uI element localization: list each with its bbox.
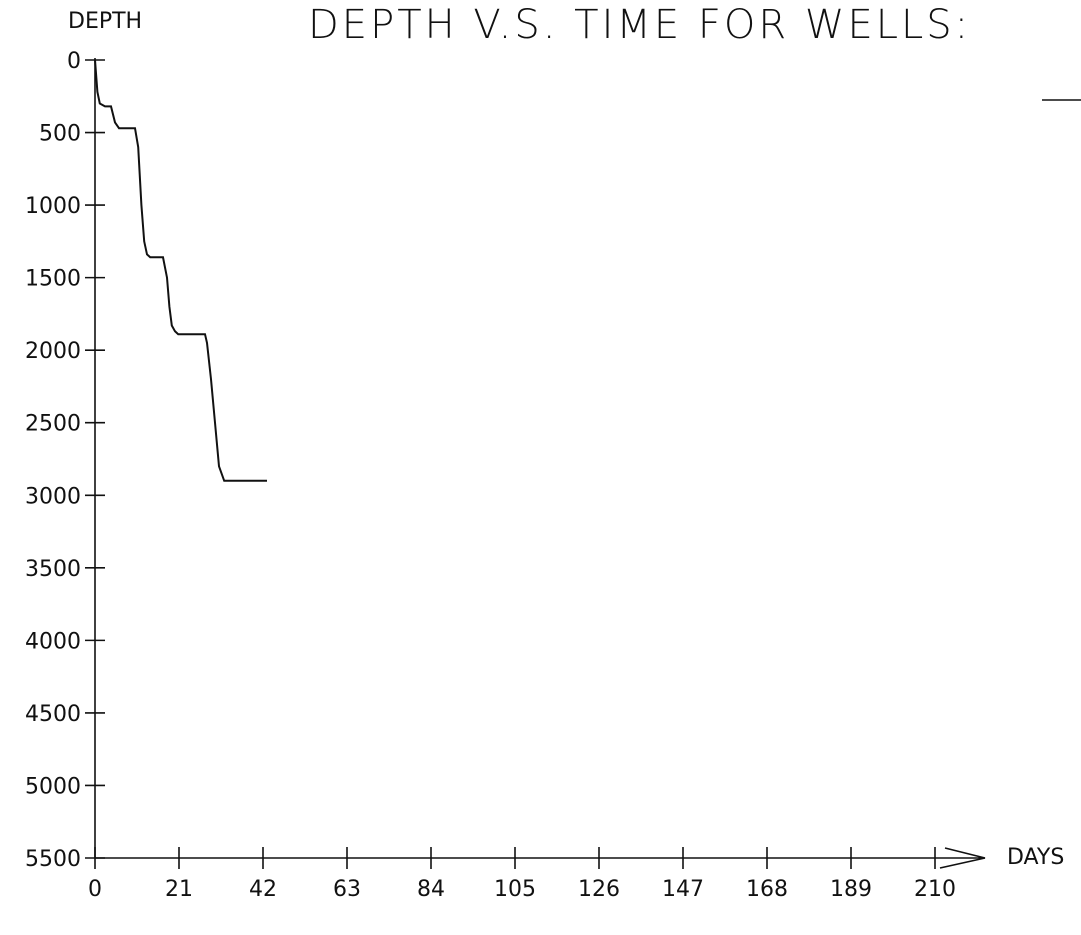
x-tick-label: 84: [417, 877, 445, 902]
x-axis-label: DAYS: [1007, 845, 1064, 870]
x-tick-label: 189: [830, 877, 872, 902]
y-axis-label: DEPTH: [68, 9, 142, 34]
y-tick-label: 3000: [25, 484, 81, 509]
x-tick-label: 42: [249, 877, 277, 902]
series-group: [94, 59, 267, 482]
y-tick-label: 500: [39, 122, 81, 147]
x-tick-label: 0: [88, 877, 102, 902]
series-line-0: [94, 59, 267, 482]
chart-title: DEPTH V.S. TIME FOR WELLS:: [308, 2, 971, 48]
y-tick-label: 5000: [25, 774, 81, 799]
y-tick-label: 2500: [25, 412, 81, 437]
y-tick-label: 5500: [25, 847, 81, 872]
y-tick-label: 2000: [25, 339, 81, 364]
x-axis-arrow-lower: [939, 857, 986, 869]
x-axis-ticks: 0 21 42 63 84 105 126 147 168 189 210: [88, 847, 956, 902]
y-tick-label: 1500: [25, 267, 81, 292]
y-tick-label: 4000: [25, 629, 81, 654]
x-tick-label: 126: [578, 877, 620, 902]
y-tick-label: 0: [67, 49, 81, 74]
x-tick-label: 147: [662, 877, 704, 902]
y-axis-ticks: 0 500 1000 1500 2000 2500 3000 3500 4000 4500 5000…: [25, 49, 105, 872]
x-axis-arrow: [935, 847, 986, 859]
y-tick-label: 4500: [25, 702, 81, 727]
x-tick-label: 63: [333, 877, 361, 902]
x-tick-label: 210: [914, 877, 956, 902]
x-tick-label: 21: [165, 877, 193, 902]
y-tick-label: 3500: [25, 557, 81, 582]
x-tick-label: 168: [746, 877, 788, 902]
y-tick-label: 1000: [25, 194, 81, 219]
x-tick-label: 105: [494, 877, 536, 902]
